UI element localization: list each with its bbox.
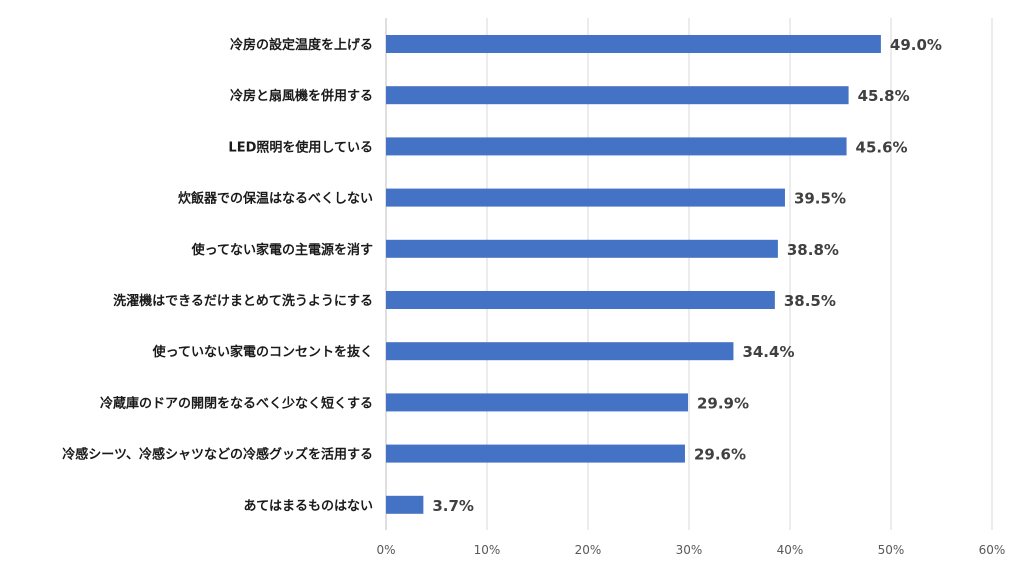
bar [386,188,785,207]
data-label: 29.6% [694,446,746,464]
category-label: 使っていない家電のコンセントを抜く [152,344,373,360]
bar [386,342,734,361]
x-tick-label: 20% [575,543,602,557]
data-label: 29.9% [697,394,749,412]
x-axis-ticks: 0% 10% 20% 30% 40% 50% 60% [376,543,1005,557]
category-label: LED照明を使用している [228,139,373,155]
category-label: 冷房の設定温度を上げる [230,37,373,53]
x-tick-label: 30% [676,543,703,557]
category-label: 冷蔵庫のドアの開閉をなるべく少なく短くする [100,395,373,411]
category-label: 冷房と扇風機を併用する [230,88,373,104]
x-tick-label: 40% [777,543,804,557]
x-tick-label: 10% [474,543,501,557]
x-tick-label: 0% [376,543,395,557]
category-label: 冷感シーツ、冷感シャツなどの冷感グッズを活用する [62,447,373,463]
data-label: 45.6% [856,138,908,156]
bars [386,35,881,514]
category-label: 使ってない家電の主電源を消す [191,242,373,258]
bar [386,86,849,105]
data-label: 39.5% [794,190,846,208]
data-label: 3.7% [432,497,474,515]
bar [386,444,685,463]
x-tick-label: 60% [979,543,1006,557]
data-label: 38.8% [787,241,839,259]
data-labels: 49.0% 45.8% 45.6% 39.5% 38.8% 38.5% 34.4% 29.9%… [432,36,942,515]
bar [386,35,881,53]
bar [386,291,775,309]
category-label: あてはまるものはない [244,499,373,514]
data-label: 38.5% [784,292,836,310]
bar [386,393,688,412]
bar [386,495,424,514]
data-label: 49.0% [890,36,942,54]
data-label: 34.4% [742,343,794,361]
category-label: 洗濯機はできるだけまとめて洗うようにする [113,293,373,309]
data-label: 45.8% [858,87,910,105]
bar [386,239,778,258]
category-label: 炊飯器での保温はなるべくしない [178,191,373,207]
x-tick-label: 50% [878,543,905,557]
bar [386,137,847,156]
